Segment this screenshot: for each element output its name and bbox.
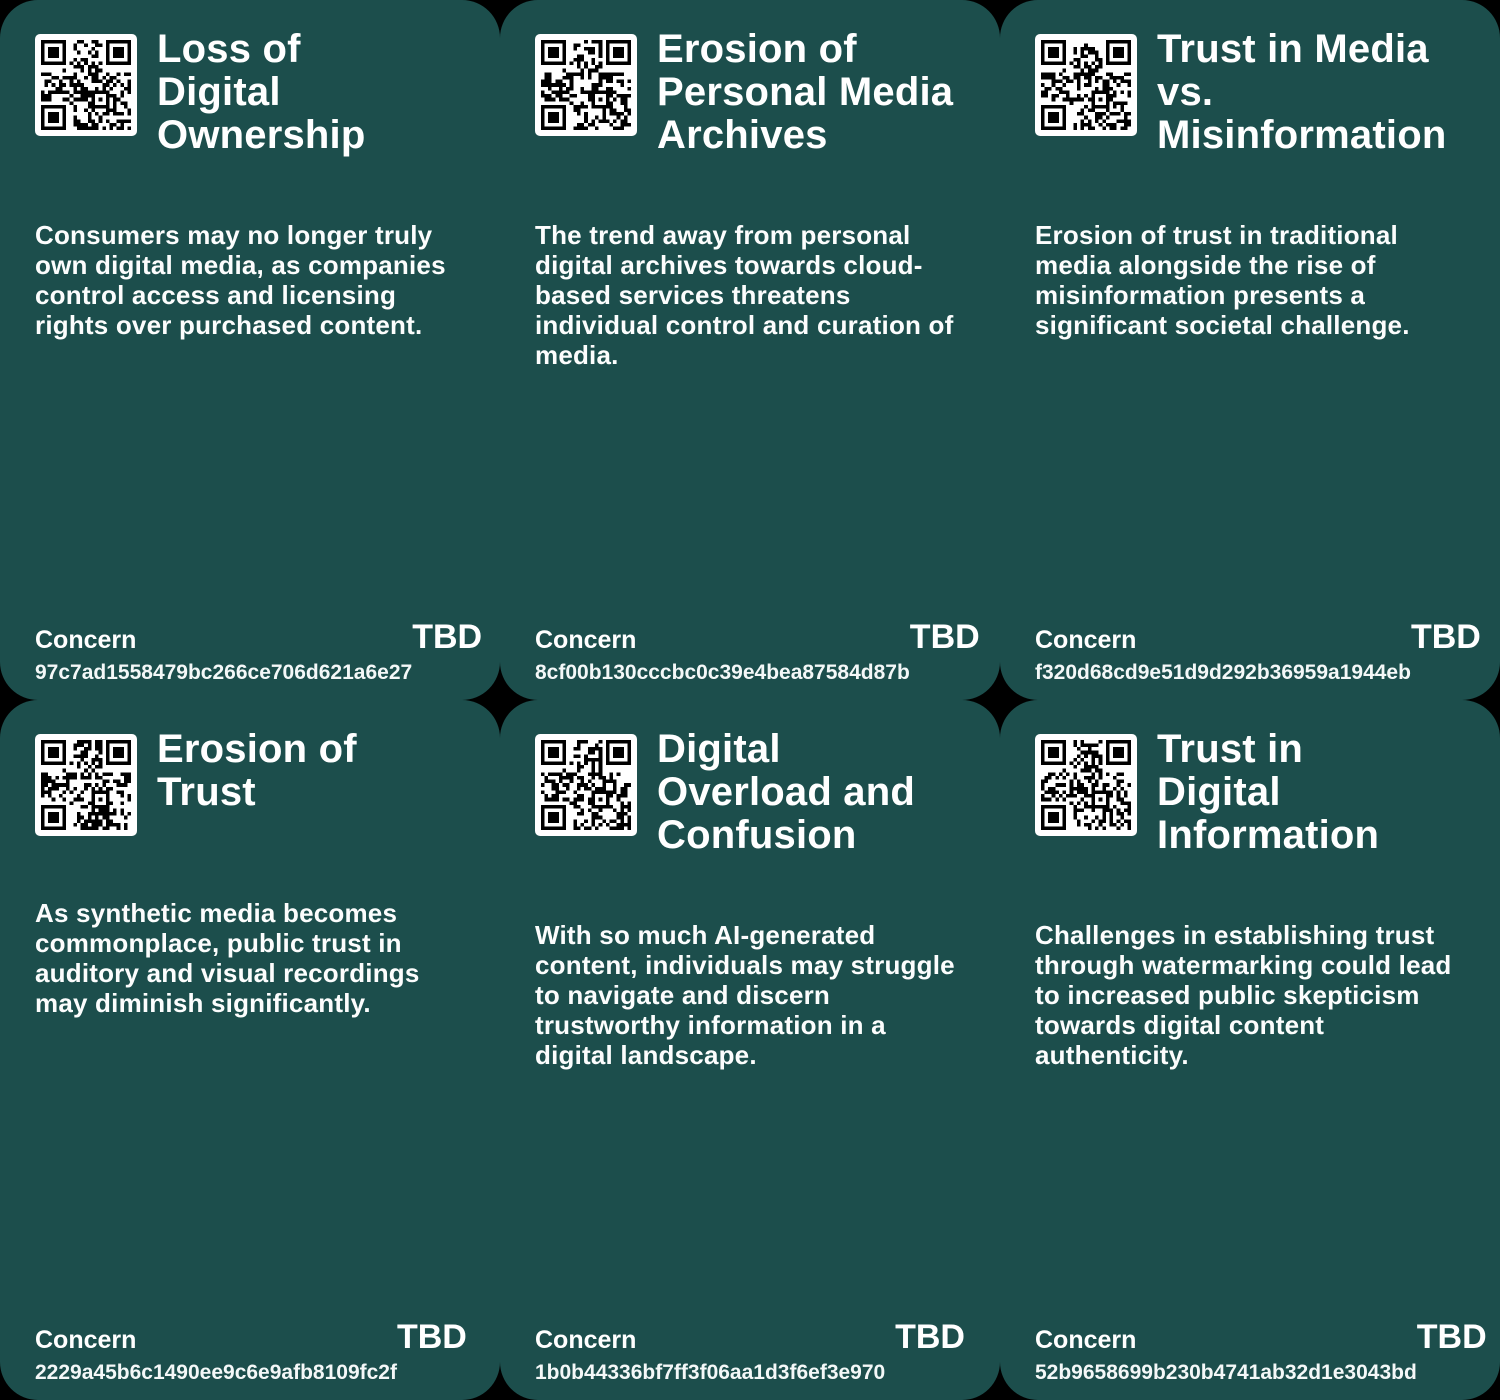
card-id: 52b9658699b230b4741ab32d1e3043bd <box>1035 1360 1417 1384</box>
card-id: 1b0b44336bf7ff3f06aa1d3f6ef3e970 <box>535 1360 886 1384</box>
card-type-label: Concern <box>35 625 137 654</box>
card-description: Consumers may no longer truly own digita… <box>35 219 446 341</box>
card-footer: Concern 52b9658699b230b4741ab32d1e3043bd… <box>1035 1318 1487 1386</box>
card-description: The trend away from personal digital arc… <box>535 219 954 371</box>
card-footer-left: Concern 8cf00b130cccbc0c39e4bea87584d87b <box>535 625 910 686</box>
card-title: Trust in Media vs. Misinformation <box>1157 27 1447 158</box>
card-footer: Concern 8cf00b130cccbc0c39e4bea87584d87b… <box>535 618 980 686</box>
card-id: 8cf00b130cccbc0c39e4bea87584d87b <box>535 660 910 684</box>
status-badge: TBD <box>895 1317 965 1356</box>
card-description: With so much AI-generated content, indiv… <box>535 919 955 1071</box>
card-header: Loss of Digital Ownership <box>35 27 465 158</box>
status-badge: TBD <box>909 617 980 656</box>
card-footer-left: Concern 97c7ad1558479bc266ce706d621a6e27 <box>35 625 412 686</box>
card-id: 97c7ad1558479bc266ce706d621a6e27 <box>35 660 413 684</box>
card-title: Erosion of Personal Media Archives <box>657 27 954 158</box>
qr-code-icon <box>1035 734 1137 836</box>
status-badge: TBD <box>1416 1317 1487 1356</box>
card-title: Loss of Digital Ownership <box>157 27 366 158</box>
card-description: Challenges in establishing trust through… <box>1035 919 1452 1071</box>
card-header: Erosion of Personal Media Archives <box>535 27 965 158</box>
card-footer-left: Concern 52b9658699b230b4741ab32d1e3043bd <box>1035 1325 1417 1386</box>
concern-card: Loss of Digital Ownership Consumers may … <box>0 0 500 700</box>
qr-code-icon <box>35 34 137 136</box>
qr-code-icon <box>535 34 637 136</box>
card-footer: Concern 97c7ad1558479bc266ce706d621a6e27… <box>35 618 482 686</box>
card-type-label: Concern <box>1035 1325 1137 1354</box>
card-footer: Concern 2229a45b6c1490ee9c6e9afb8109fc2f… <box>35 1317 467 1386</box>
card-header: Trust in Media vs. Misinformation <box>1035 27 1465 158</box>
qr-code-icon <box>35 734 137 836</box>
card-type-label: Concern <box>35 1325 137 1354</box>
card-footer: Concern 1b0b44336bf7ff3f06aa1d3f6ef3e970… <box>535 1317 965 1386</box>
card-footer: Concern f320d68cd9e51d9d292b36959a1944eb… <box>1035 618 1481 686</box>
concern-card: Trust in Digital Information Challenges … <box>1000 700 1500 1400</box>
concern-card: Erosion of Trust As synthetic media beco… <box>0 700 500 1400</box>
card-header: Erosion of Trust <box>35 727 465 836</box>
card-footer-left: Concern f320d68cd9e51d9d292b36959a1944eb <box>1035 625 1411 686</box>
card-title: Erosion of Trust <box>157 727 357 815</box>
card-footer-left: Concern 1b0b44336bf7ff3f06aa1d3f6ef3e970 <box>535 1325 885 1386</box>
card-footer-left: Concern 2229a45b6c1490ee9c6e9afb8109fc2f <box>35 1325 397 1386</box>
card-id: f320d68cd9e51d9d292b36959a1944eb <box>1035 660 1411 684</box>
status-badge: TBD <box>396 1317 467 1356</box>
card-id: 2229a45b6c1490ee9c6e9afb8109fc2f <box>35 1360 397 1384</box>
concern-card: Digital Overload and Confusion With so m… <box>500 700 1000 1400</box>
qr-code-icon <box>535 734 637 836</box>
status-badge: TBD <box>412 617 483 656</box>
qr-code-icon <box>1035 34 1137 136</box>
status-badge: TBD <box>1410 617 1481 656</box>
card-type-label: Concern <box>535 625 637 654</box>
concern-card: Erosion of Personal Media Archives The t… <box>500 0 1000 700</box>
card-title: Trust in Digital Information <box>1157 727 1380 858</box>
card-type-label: Concern <box>1035 625 1137 654</box>
card-header: Trust in Digital Information <box>1035 727 1465 858</box>
card-description: As synthetic media becomes commonplace, … <box>35 898 420 1019</box>
concern-card: Trust in Media vs. Misinformation Erosio… <box>1000 0 1500 700</box>
card-type-label: Concern <box>535 1325 637 1354</box>
card-description: Erosion of trust in traditional media al… <box>1035 219 1410 341</box>
card-title: Digital Overload and Confusion <box>657 727 916 858</box>
card-header: Digital Overload and Confusion <box>535 727 965 858</box>
